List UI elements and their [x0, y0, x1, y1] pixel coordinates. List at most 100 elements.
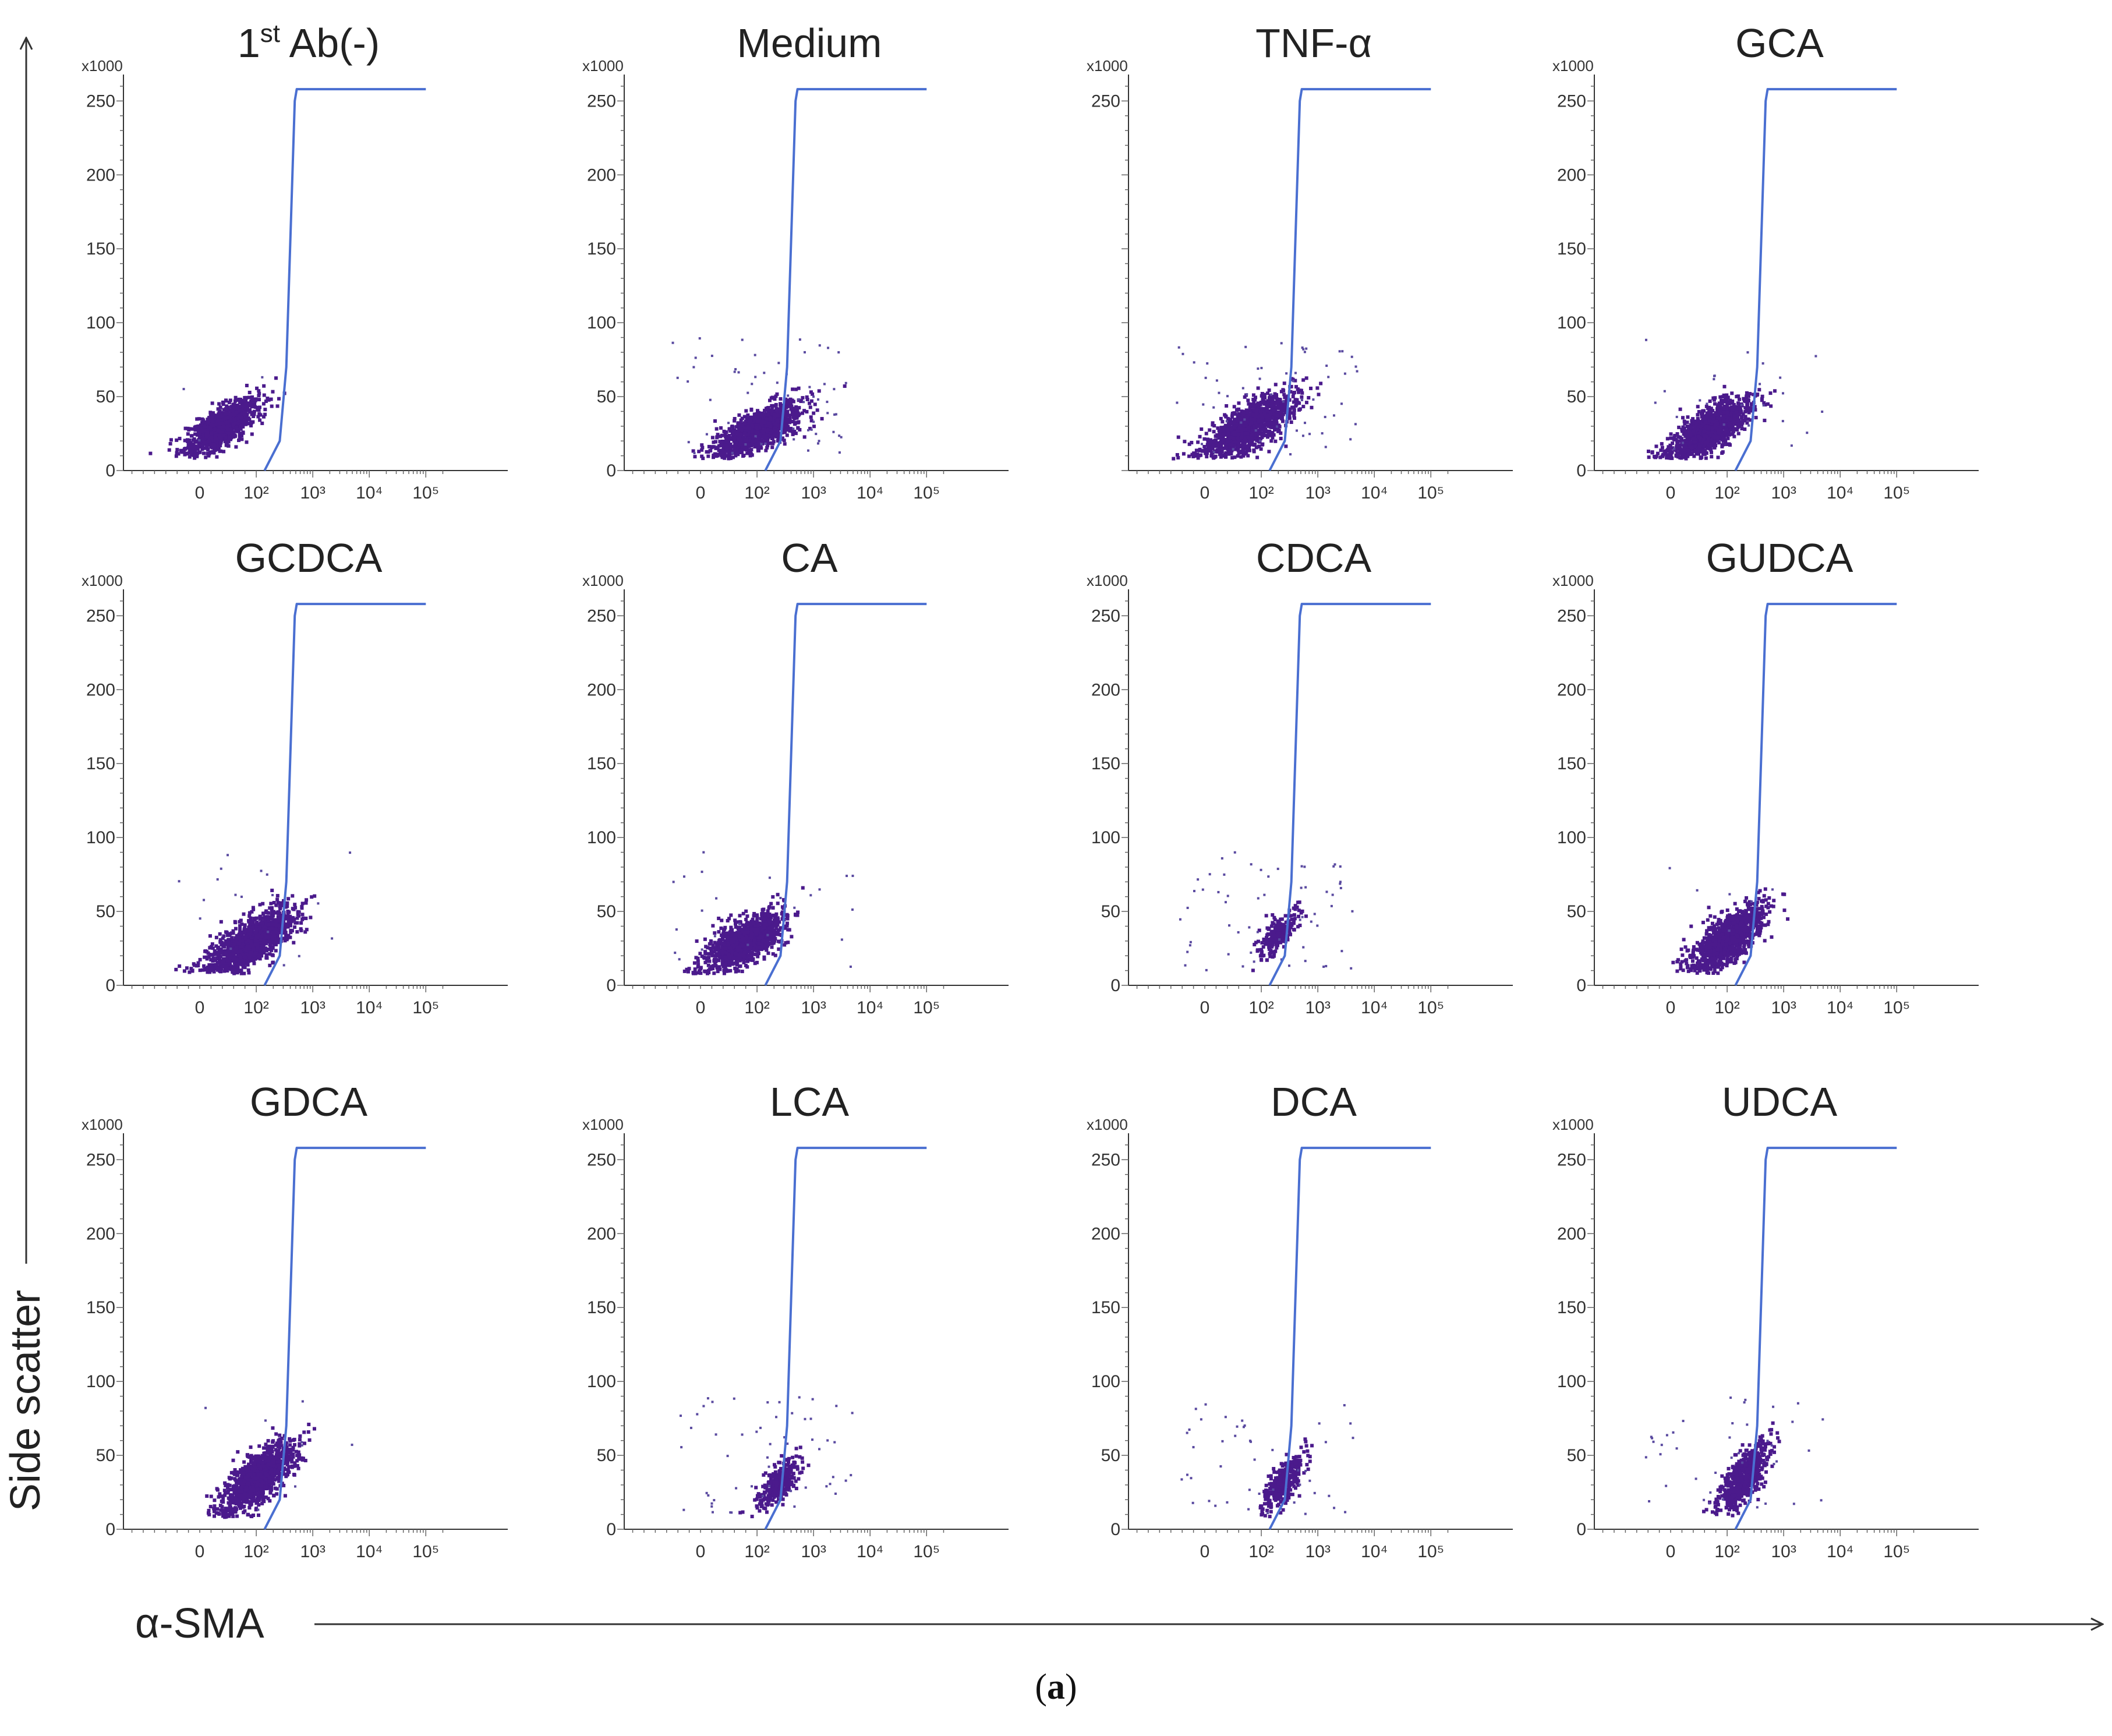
event-dot: [1708, 412, 1712, 416]
event-dot: [209, 418, 213, 422]
event-dot: [1254, 412, 1258, 416]
event-dot: [1247, 426, 1251, 430]
event-dot: [771, 441, 775, 446]
event-dot: [802, 409, 806, 413]
event-dot: [1261, 397, 1265, 401]
event-dot: [192, 438, 196, 442]
event-dot: [1710, 430, 1714, 434]
event-dot: [1748, 392, 1752, 396]
event-dot: [1237, 416, 1241, 420]
event-dot: [1690, 419, 1694, 423]
event-dot: [1236, 429, 1240, 433]
event-dot: [222, 408, 226, 412]
event-dot: [778, 420, 782, 425]
event-dot: [747, 419, 751, 423]
event-dot: [1729, 411, 1734, 415]
event-dot: [208, 411, 213, 415]
event-dot: [745, 428, 749, 432]
event-dot: [193, 450, 197, 454]
event-dot: [1252, 408, 1256, 412]
y-tick-label: 100: [587, 313, 616, 333]
event-dot: [210, 439, 214, 443]
event-dot: [1224, 454, 1228, 458]
event-dot: [709, 448, 713, 452]
event-dot: [1715, 439, 1720, 443]
event-dot: [1749, 402, 1753, 406]
event-dot: [1730, 408, 1734, 412]
event-dot: [1713, 413, 1717, 417]
outlier-dot: [1218, 391, 1220, 394]
event-dot: [195, 417, 199, 421]
event-dot: [1254, 446, 1258, 450]
event-dot: [1260, 426, 1264, 430]
outlier-dot: [1246, 393, 1248, 396]
event-dot: [1257, 414, 1261, 418]
event-dot: [739, 432, 743, 436]
event-dot: [781, 422, 785, 426]
event-dot: [745, 438, 749, 442]
event-dot: [1754, 416, 1758, 420]
event-dot: [1769, 404, 1773, 408]
event-dot: [1214, 444, 1218, 448]
event-dot: [1292, 411, 1296, 415]
event-dot: [736, 433, 740, 437]
event-dot: [811, 392, 815, 396]
event-dot: [770, 437, 774, 441]
event-dot: [766, 427, 770, 432]
event-dot: [1269, 439, 1273, 443]
event-dot: [1266, 434, 1270, 438]
event-dot: [715, 435, 719, 439]
event-dot: [1279, 401, 1283, 405]
event-dot: [1272, 428, 1276, 432]
event-dot: [756, 441, 760, 445]
outlier-dot: [727, 422, 730, 425]
event-dot: [1283, 395, 1287, 399]
event-dot: [1705, 446, 1709, 450]
outlier-dot: [798, 338, 801, 341]
outlier-dot: [834, 413, 837, 416]
event-dot: [784, 417, 788, 421]
event-dot: [1748, 406, 1752, 410]
event-dot: [1707, 432, 1711, 436]
event-dot: [245, 406, 249, 411]
event-dot: [1236, 435, 1240, 439]
outlier-dot: [803, 351, 806, 353]
event-dot: [1232, 430, 1236, 434]
event-dot: [733, 419, 737, 423]
event-dot: [1254, 426, 1258, 430]
event-dot: [243, 400, 247, 404]
title-part: 1: [238, 20, 260, 66]
event-dot: [1233, 443, 1237, 447]
event-dot: [777, 423, 781, 427]
event-dot: [728, 442, 733, 446]
event-dot: [1229, 422, 1233, 426]
event-dot: [1215, 444, 1219, 448]
x-tick-label: 10³: [300, 483, 325, 503]
y-tick-label: 150: [86, 239, 115, 259]
event-dot: [740, 450, 744, 454]
event-dot: [1757, 388, 1761, 392]
event-dot: [1658, 455, 1662, 459]
event-dot: [1237, 419, 1241, 423]
event-dot: [221, 425, 225, 429]
event-dot: [1260, 443, 1264, 447]
event-dot: [740, 445, 744, 449]
event-dot: [226, 444, 230, 448]
event-dot: [788, 419, 792, 423]
event-dot: [210, 432, 214, 436]
event-dot: [1253, 420, 1257, 425]
event-dot: [774, 425, 778, 429]
event-dot: [761, 435, 765, 439]
event-dot: [809, 399, 813, 403]
event-dot: [183, 439, 187, 443]
event-dot: [258, 405, 262, 409]
event-dot: [1697, 452, 1701, 456]
event-dot: [1232, 420, 1236, 425]
event-dot: [1276, 426, 1280, 430]
event-dot: [1297, 390, 1301, 394]
event-dot: [1241, 424, 1246, 428]
event-dot: [793, 429, 797, 433]
event-dot: [1713, 429, 1717, 433]
event-dot: [1256, 386, 1260, 390]
event-dot: [270, 404, 274, 408]
